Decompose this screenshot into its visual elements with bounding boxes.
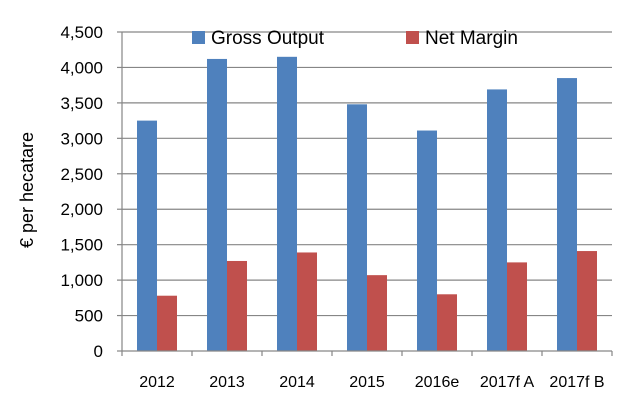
x-tick-label: 2017f A	[480, 374, 535, 391]
x-tick-label: 2013	[209, 374, 245, 391]
x-tick-label: 2012	[139, 374, 175, 391]
x-tick-label: 2014	[279, 374, 315, 391]
y-tick-label: 3,500	[60, 94, 103, 113]
bar-net-margin-2014	[297, 252, 317, 351]
y-tick-label: 0	[94, 342, 103, 361]
y-tick-label: 4,000	[60, 58, 103, 77]
y-tick-label: 500	[75, 307, 103, 326]
bar-net-margin-2015	[367, 275, 387, 351]
bar-gross-output-2015	[347, 104, 367, 351]
x-tick-label: 2017f B	[549, 374, 604, 391]
bar-net-margin-2017f-a	[507, 262, 527, 351]
legend: Gross Output Net Margin	[192, 28, 518, 49]
bar-net-margin-2017f-b	[577, 251, 597, 351]
x-tick-label: 2016e	[415, 374, 460, 391]
bar-net-margin-2016e	[437, 294, 457, 351]
bar-gross-output-2017f-a	[487, 89, 507, 352]
y-tick-label: 4,500	[60, 23, 103, 42]
legend-swatch-net-margin	[406, 31, 419, 44]
y-tick-label: 1,000	[60, 271, 103, 290]
y-tick-label: 1,500	[60, 236, 103, 255]
y-tick-labels: 0 500 1,000 1,500 2,000 2,500 3,000 3,500 4,000 4…	[60, 23, 122, 361]
bar-gross-output-2016e	[417, 130, 437, 351]
bar-gross-output-2012	[137, 120, 157, 351]
x-tick-labels: 2012 2013 2014 2015 2016e 2017f A 2017f B	[121, 351, 613, 391]
y-axis-label: € per hecatare	[17, 132, 37, 248]
bar-net-margin-2013	[227, 260, 247, 351]
bar-gross-output-2013	[207, 58, 227, 352]
bars	[137, 56, 597, 352]
bar-gross-output-2014	[277, 56, 297, 352]
y-tick-label: 2,000	[60, 200, 103, 219]
legend-label-net-margin: Net Margin	[425, 28, 518, 49]
bar-gross-output-2017f-b	[557, 78, 577, 352]
y-tick-label: 2,500	[60, 165, 103, 184]
y-tick-label: 3,000	[60, 129, 103, 148]
legend-swatch-gross-output	[192, 31, 205, 44]
legend-label-gross-output: Gross Output	[211, 28, 325, 49]
x-tick-label: 2015	[349, 374, 385, 391]
bar-net-margin-2012	[157, 295, 177, 351]
